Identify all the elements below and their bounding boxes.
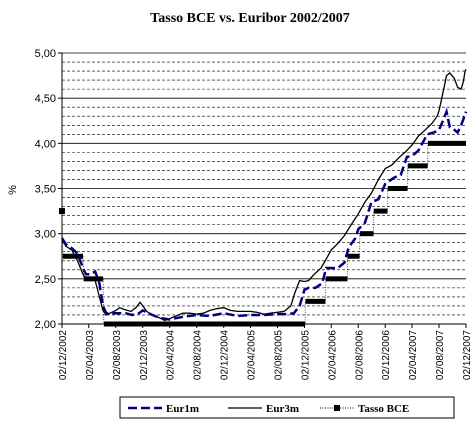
legend-label: Tasso BCE xyxy=(358,403,409,415)
x-tick-labels: 02/12/2002 02/04/2003 02/08/2003 02/12/2003… xyxy=(58,330,473,380)
x-tick-label: 02/08/2006 xyxy=(354,330,365,380)
x-tick-label: 02/04/2004 xyxy=(166,330,177,380)
y-tick-label: 3,00 xyxy=(35,229,56,241)
x-tick-label: 02/08/2005 xyxy=(273,330,284,380)
x-tick-label: 02/04/2006 xyxy=(327,330,338,380)
series-eur1m-line xyxy=(60,107,468,321)
x-tick-label: 02/12/2005 xyxy=(300,330,311,380)
legend-marker-tasso-bce xyxy=(334,405,340,411)
x-tick-label: 02/12/2003 xyxy=(139,330,150,380)
legend-eur1m: Eur1m xyxy=(128,403,199,415)
x-tick-label: 02/08/2004 xyxy=(193,330,204,380)
chart-title: Tasso BCE vs. Euribor 2002/2007 xyxy=(150,11,350,26)
series-tasso-bce-marker xyxy=(59,208,65,215)
y-tick-label: 4,50 xyxy=(35,93,56,105)
x-tick-label: 02/04/2007 xyxy=(408,330,419,380)
y-tick-label: 5,00 xyxy=(35,48,56,60)
y-tick-label: 3,50 xyxy=(35,184,56,196)
y-axis-label: % xyxy=(7,185,19,195)
x-tick-label: 02/08/2007 xyxy=(435,330,446,380)
series-eur3m-line xyxy=(61,69,467,322)
grid-lines xyxy=(62,52,466,316)
legend-tasso-bce: Tasso BCE xyxy=(320,403,409,415)
x-tick-label: 02/12/2004 xyxy=(220,330,231,380)
y-tick-label: 2,00 xyxy=(35,319,56,331)
legend-eur3m: Eur3m xyxy=(228,403,299,415)
x-tick-label: 02/04/2003 xyxy=(85,330,96,380)
legend-label: Eur1m xyxy=(166,403,199,415)
legend-box xyxy=(119,396,455,419)
x-tick-label: 02/12/2007 xyxy=(462,330,473,380)
x-tick-label: 02/12/2006 xyxy=(381,330,392,380)
legend-label: Eur3m xyxy=(266,403,299,415)
legend: Eur1m Eur3m Tasso BCE xyxy=(119,396,455,419)
y-tick-label: 2,50 xyxy=(35,274,56,286)
y-tick-labels: 2,00 2,50 3,00 3,50 4,00 4,50 5,00 xyxy=(35,48,56,331)
y-tick-label: 4,00 xyxy=(35,138,56,150)
series-layer xyxy=(59,69,468,327)
x-tick-label: 02/04/2005 xyxy=(247,330,258,380)
x-tick-label: 02/12/2002 xyxy=(58,330,69,380)
x-tick-label: 02/08/2003 xyxy=(112,330,123,380)
